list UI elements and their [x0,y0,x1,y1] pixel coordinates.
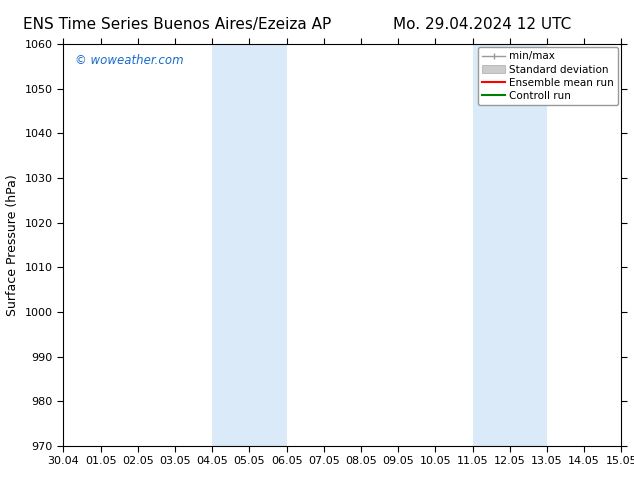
Text: © woweather.com: © woweather.com [75,54,183,67]
Bar [212,44,287,446]
Y-axis label: Surface Pressure (hPa): Surface Pressure (hPa) [6,174,19,316]
Text: ENS Time Series Buenos Aires/Ezeiza AP: ENS Time Series Buenos Aires/Ezeiza AP [23,17,332,32]
Legend: min/max, Standard deviation, Ensemble mean run, Controll run: min/max, Standard deviation, Ensemble me… [478,47,618,105]
Bar [472,44,547,446]
Text: Mo. 29.04.2024 12 UTC: Mo. 29.04.2024 12 UTC [392,17,571,32]
